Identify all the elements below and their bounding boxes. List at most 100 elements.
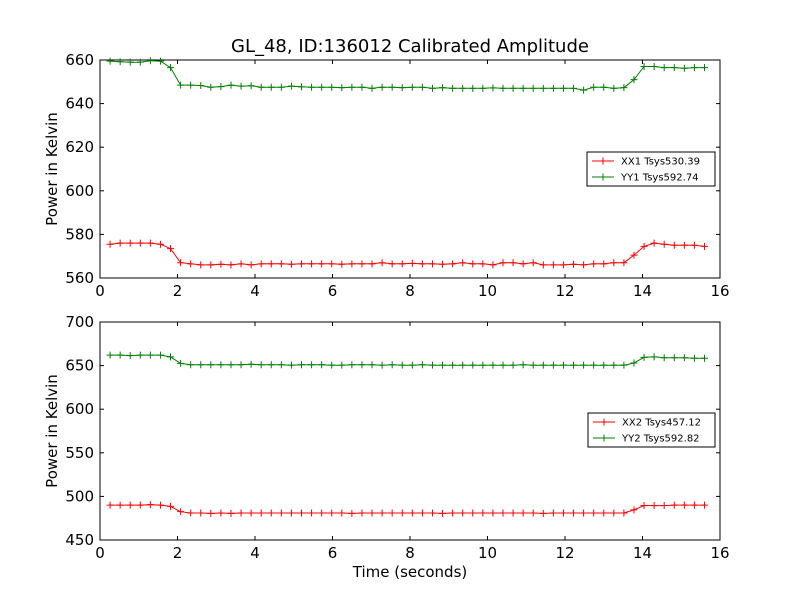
data-point — [187, 81, 195, 89]
data-point — [308, 361, 316, 369]
data-point — [559, 361, 567, 369]
data-point — [570, 509, 578, 517]
legend-label: YY2 Tsys592.82 — [621, 434, 700, 445]
data-point — [368, 509, 376, 517]
data-point — [428, 361, 436, 369]
data-point — [640, 353, 648, 361]
data-point — [277, 83, 285, 91]
data-point — [287, 260, 295, 268]
data-point — [388, 260, 396, 268]
y-tick-label: 650 — [65, 357, 94, 375]
x-tick-label: 2 — [173, 544, 183, 562]
data-point — [428, 260, 436, 268]
x-tick-label: 12 — [555, 282, 574, 300]
data-point — [217, 509, 225, 517]
data-point — [479, 260, 487, 268]
data-point — [197, 261, 205, 269]
data-point — [701, 501, 708, 509]
data-point — [318, 83, 326, 91]
data-point — [701, 242, 708, 250]
y-tick-label: 660 — [65, 51, 94, 69]
data-point — [177, 508, 185, 516]
data-point — [539, 509, 547, 517]
data-point — [459, 84, 467, 92]
legend-marker — [600, 418, 608, 426]
data-point — [287, 82, 295, 90]
data-point — [479, 84, 487, 92]
data-point — [267, 361, 275, 369]
data-point — [187, 509, 195, 517]
data-point — [600, 509, 608, 517]
data-point — [187, 361, 195, 369]
data-point — [570, 361, 578, 369]
y-tick-label: 700 — [65, 313, 94, 331]
data-point — [539, 361, 547, 369]
data-point — [338, 84, 346, 92]
data-point — [318, 361, 326, 369]
data-point — [449, 260, 457, 268]
data-point — [257, 509, 265, 517]
data-point — [358, 83, 366, 91]
data-point — [348, 83, 356, 91]
data-point — [650, 239, 658, 247]
y-tick-label: 500 — [65, 487, 94, 505]
data-point — [529, 361, 537, 369]
data-point — [670, 501, 678, 509]
data-point — [650, 502, 658, 510]
data-point — [479, 509, 487, 517]
data-point — [519, 361, 527, 369]
data-point — [328, 509, 336, 517]
data-point — [630, 76, 638, 84]
data-point — [549, 509, 557, 517]
data-point — [519, 509, 527, 517]
data-point — [227, 509, 235, 517]
data-point — [318, 509, 326, 517]
data-point — [650, 353, 658, 361]
data-point — [620, 259, 628, 267]
data-point — [459, 361, 467, 369]
legend-label: YY1 Tsys592.74 — [620, 173, 699, 184]
data-point — [418, 361, 426, 369]
data-point — [499, 509, 507, 517]
data-point — [690, 241, 698, 249]
data-point — [167, 353, 175, 361]
data-point — [549, 261, 557, 269]
data-point — [207, 261, 215, 269]
data-point — [156, 351, 164, 359]
data-point — [690, 354, 698, 362]
x-tick-label: 0 — [95, 544, 105, 562]
data-point — [177, 81, 185, 89]
y-tick-label: 600 — [65, 182, 94, 200]
data-point — [489, 261, 497, 269]
data-point — [418, 83, 426, 91]
data-point — [620, 84, 628, 92]
data-point — [126, 239, 134, 247]
legend-label: XX2 Tsys457.12 — [622, 418, 701, 429]
x-tick-label: 10 — [478, 544, 497, 562]
data-point — [650, 63, 658, 71]
data-point — [167, 245, 175, 253]
data-point — [398, 509, 406, 517]
data-point — [227, 81, 235, 89]
y-tick-label: 450 — [65, 531, 94, 549]
y-tick-label: 560 — [65, 269, 94, 287]
data-point — [489, 509, 497, 517]
data-point — [247, 360, 255, 368]
data-point — [116, 58, 124, 66]
legend-box — [586, 151, 716, 187]
legend-marker — [599, 157, 607, 165]
data-point — [408, 259, 416, 267]
data-point — [670, 64, 678, 72]
data-point — [469, 361, 477, 369]
x-tick-label: 6 — [328, 282, 338, 300]
data-point — [217, 260, 225, 268]
data-point — [580, 509, 588, 517]
data-point — [368, 260, 376, 268]
data-point — [358, 509, 366, 517]
data-point — [257, 361, 265, 369]
data-point — [559, 261, 567, 269]
data-point — [368, 361, 376, 369]
data-point — [529, 84, 537, 92]
data-point — [378, 361, 386, 369]
